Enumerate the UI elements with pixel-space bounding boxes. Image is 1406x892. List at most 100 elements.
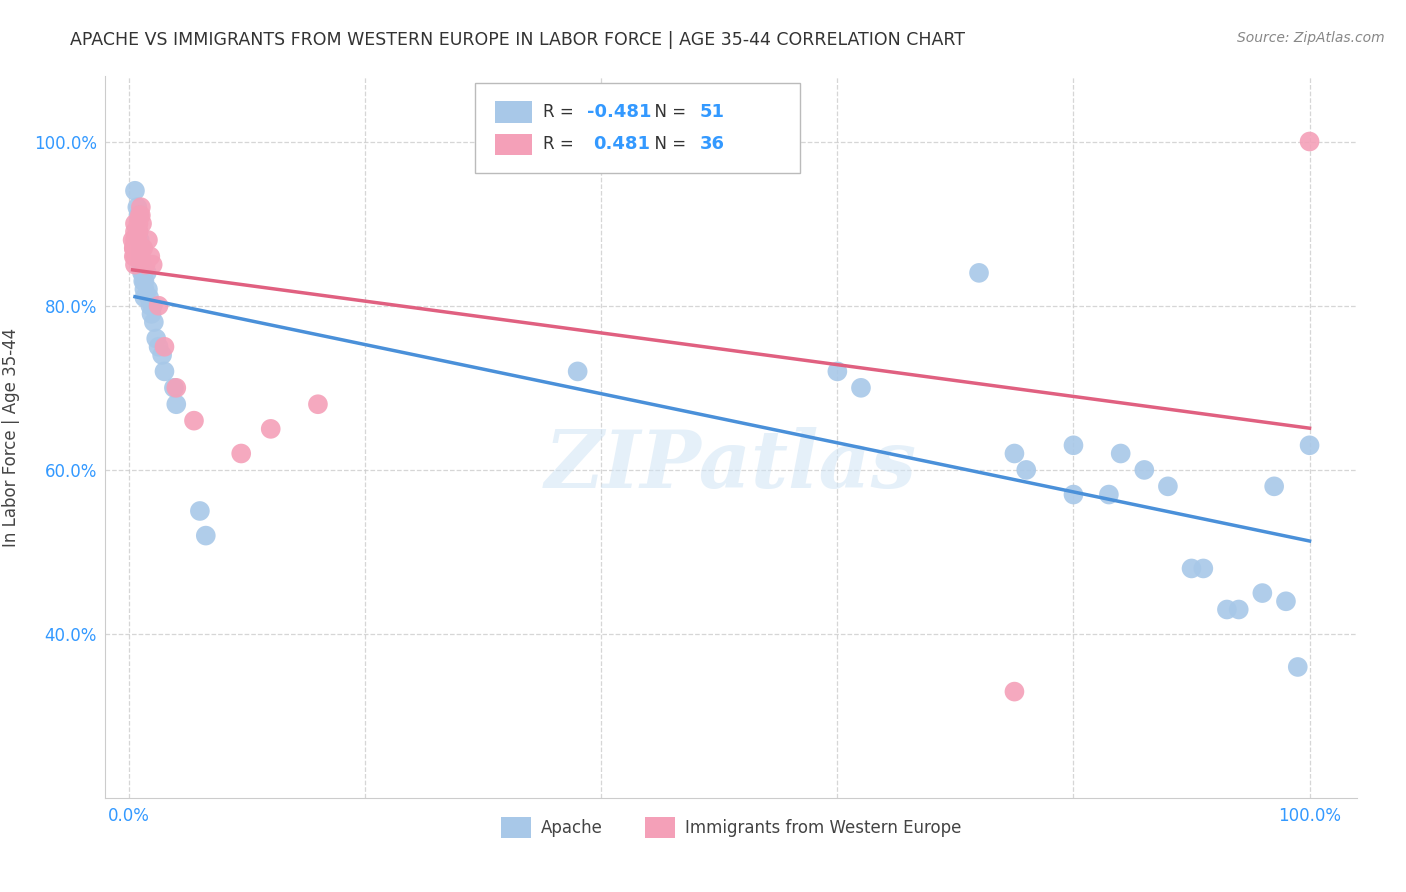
Point bbox=[128, 225, 150, 239]
Text: 51: 51 bbox=[700, 103, 725, 121]
Point bbox=[148, 299, 170, 313]
Point bbox=[1216, 602, 1239, 616]
Point bbox=[132, 266, 155, 280]
Point bbox=[1192, 561, 1215, 575]
Point bbox=[153, 340, 176, 354]
Point bbox=[135, 258, 157, 272]
FancyBboxPatch shape bbox=[475, 83, 800, 173]
Text: N =: N = bbox=[644, 136, 690, 153]
Point bbox=[142, 315, 165, 329]
Point bbox=[849, 381, 872, 395]
Text: R =: R = bbox=[543, 103, 579, 121]
Point bbox=[1227, 602, 1250, 616]
Legend: Apache, Immigrants from Western Europe: Apache, Immigrants from Western Europe bbox=[495, 811, 967, 844]
Point bbox=[1062, 487, 1084, 501]
Point bbox=[1298, 438, 1320, 452]
Text: APACHE VS IMMIGRANTS FROM WESTERN EUROPE IN LABOR FORCE | AGE 35-44 CORRELATION : APACHE VS IMMIGRANTS FROM WESTERN EUROPE… bbox=[70, 31, 966, 49]
Point bbox=[145, 332, 167, 346]
Point bbox=[129, 208, 152, 222]
Point bbox=[141, 307, 163, 321]
Point bbox=[1015, 463, 1038, 477]
Point bbox=[124, 258, 146, 272]
Point bbox=[827, 364, 849, 378]
Point bbox=[138, 291, 160, 305]
Point bbox=[124, 241, 146, 255]
Point bbox=[142, 299, 165, 313]
Point bbox=[124, 217, 146, 231]
Point bbox=[165, 381, 187, 395]
Point bbox=[129, 241, 152, 255]
Text: 0.481: 0.481 bbox=[593, 136, 651, 153]
Point bbox=[129, 258, 152, 272]
Point bbox=[142, 258, 165, 272]
Point bbox=[128, 225, 150, 239]
Point bbox=[134, 274, 156, 288]
Point bbox=[165, 397, 187, 411]
Point bbox=[122, 250, 145, 264]
Point bbox=[136, 233, 159, 247]
Point bbox=[125, 250, 148, 264]
Point bbox=[134, 282, 156, 296]
Point bbox=[139, 250, 162, 264]
Point bbox=[1133, 463, 1156, 477]
Point bbox=[567, 364, 589, 378]
Point bbox=[128, 208, 150, 222]
Point bbox=[1263, 479, 1285, 493]
Point bbox=[131, 217, 153, 231]
Point bbox=[1062, 438, 1084, 452]
Point bbox=[183, 414, 205, 428]
Point bbox=[127, 241, 149, 255]
Point bbox=[150, 348, 173, 362]
Point bbox=[153, 364, 176, 378]
FancyBboxPatch shape bbox=[495, 101, 531, 123]
Point bbox=[122, 241, 145, 255]
Point bbox=[1004, 684, 1026, 698]
Point bbox=[129, 250, 152, 264]
Text: ZIPatlas: ZIPatlas bbox=[546, 427, 917, 505]
Text: Source: ZipAtlas.com: Source: ZipAtlas.com bbox=[1237, 31, 1385, 45]
Point bbox=[129, 200, 152, 214]
Point bbox=[163, 381, 186, 395]
Point bbox=[967, 266, 990, 280]
Point bbox=[124, 250, 146, 264]
Point bbox=[135, 266, 157, 280]
Point bbox=[1286, 660, 1309, 674]
Point bbox=[260, 422, 283, 436]
Text: -0.481: -0.481 bbox=[588, 103, 652, 121]
Point bbox=[1109, 446, 1132, 460]
Point bbox=[127, 200, 149, 214]
Point bbox=[194, 528, 217, 542]
Point bbox=[128, 217, 150, 231]
Text: R =: R = bbox=[543, 136, 585, 153]
Point bbox=[122, 241, 145, 255]
Point bbox=[134, 291, 156, 305]
Point bbox=[1275, 594, 1298, 608]
Point bbox=[127, 233, 149, 247]
Point bbox=[1004, 446, 1026, 460]
Point bbox=[131, 266, 153, 280]
Text: 36: 36 bbox=[700, 136, 725, 153]
Point bbox=[307, 397, 329, 411]
Point bbox=[188, 504, 211, 518]
Point bbox=[1180, 561, 1202, 575]
Point bbox=[136, 282, 159, 296]
Point bbox=[124, 184, 146, 198]
FancyBboxPatch shape bbox=[495, 134, 531, 155]
Point bbox=[1251, 586, 1274, 600]
Point bbox=[128, 233, 150, 247]
Point bbox=[1298, 135, 1320, 149]
Text: N =: N = bbox=[644, 103, 690, 121]
Point bbox=[1098, 487, 1121, 501]
Point bbox=[131, 258, 153, 272]
Point bbox=[127, 225, 149, 239]
Point bbox=[231, 446, 253, 460]
Point bbox=[1157, 479, 1180, 493]
Point bbox=[121, 233, 143, 247]
Point bbox=[128, 208, 150, 222]
Point bbox=[124, 233, 146, 247]
Point bbox=[124, 225, 146, 239]
Point bbox=[148, 340, 170, 354]
Point bbox=[132, 241, 155, 255]
Point bbox=[139, 299, 162, 313]
Point bbox=[125, 241, 148, 255]
